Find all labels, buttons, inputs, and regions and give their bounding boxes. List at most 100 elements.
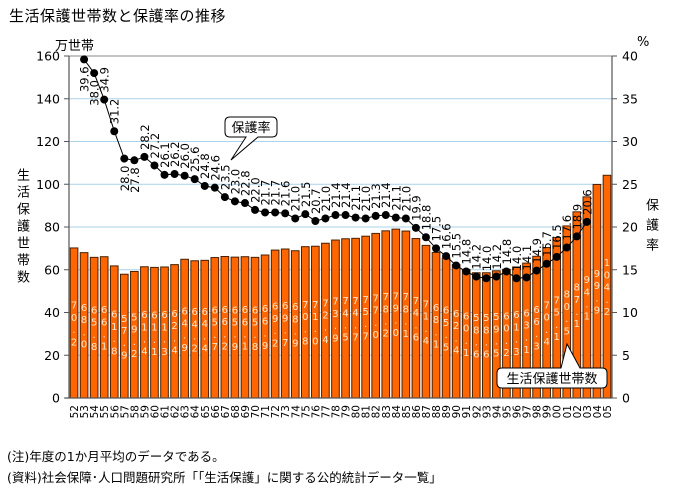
rate-value-label: 16.6 (440, 223, 454, 249)
x-axis-tick-label: 04 (592, 405, 604, 419)
rate-value-label: 24.6 (208, 155, 222, 181)
rate-marker (120, 154, 129, 163)
x-axis-tick-label: 57 (119, 405, 131, 418)
left-axis-unit: 万世帯 (55, 39, 95, 54)
x-axis-tick-label: 53 (79, 405, 91, 418)
right-axis-title: 保護率 (643, 198, 658, 258)
rate-value-label: 14.8 (500, 239, 514, 265)
rate-value-label: 28.0 (118, 166, 132, 192)
rate-value-label: 28.2 (138, 124, 152, 150)
rate-value-label: 21.5 (299, 182, 313, 208)
rate-value-label: 24.8 (198, 153, 212, 179)
x-axis-tick-label: 66 (210, 405, 222, 419)
x-axis-tick-label: 05 (602, 405, 614, 418)
rate-value-label: 14.2 (490, 244, 504, 270)
rate-marker (281, 209, 290, 218)
footnote-note: (注)年度の1か月平均のデータである。 (7, 449, 225, 464)
x-axis-tick-label: 80 (351, 405, 363, 418)
rate-marker (170, 169, 179, 178)
rate-marker (492, 272, 501, 281)
rate-marker (301, 210, 310, 219)
x-axis-tick-label: 52 (69, 405, 81, 418)
rate-value-label: 15.7 (540, 231, 554, 257)
bar-series-households (69, 174, 612, 399)
x-axis-tick-label: 76 (310, 405, 322, 419)
rate-value-label: 21.0 (289, 186, 303, 212)
rate-marker (522, 273, 531, 282)
rate-value-label: 26.2 (168, 141, 182, 167)
right-axis-unit: % (637, 35, 650, 50)
rate-value-label: 31.2 (108, 99, 122, 125)
x-axis-tick-label: 99 (542, 405, 554, 418)
rate-marker (371, 211, 380, 220)
rate-marker (331, 211, 340, 220)
rate-value-label: 21.0 (359, 186, 373, 212)
callout-households-text: 生活保護世帯数 (506, 371, 597, 387)
x-axis-tick-label: 74 (290, 405, 302, 419)
x-axis-tick-label: 96 (511, 405, 523, 419)
rate-marker (582, 217, 591, 226)
right-axis-tick-label: 30 (622, 134, 638, 149)
rate-value-label: 14.9 (530, 238, 544, 264)
rate-marker (552, 252, 561, 261)
rate-marker (190, 175, 199, 184)
rate-marker (251, 205, 260, 214)
right-axis-tick-label: 5 (622, 348, 630, 363)
rate-value-label: 22.0 (249, 177, 263, 203)
rate-value-label: 17.5 (430, 216, 444, 242)
rate-marker (311, 217, 320, 226)
rate-marker (432, 244, 441, 253)
x-axis-tick-label: 02 (572, 405, 584, 418)
x-axis-tick-label: 01 (562, 405, 574, 418)
callout-households-bubble (496, 342, 608, 389)
rate-value-label: 23.5 (218, 164, 232, 190)
left-axis-tick-label: 20 (44, 348, 60, 363)
rate-marker (150, 161, 159, 170)
rate-marker (532, 266, 541, 275)
x-axis-tick-label: 83 (381, 405, 393, 418)
left-axis-tick-label: 140 (36, 91, 60, 106)
rate-marker (291, 214, 300, 223)
rate-value-label: 14.2 (470, 244, 484, 270)
rate-value-label: 21.4 (339, 182, 353, 208)
x-axis-tick-label: 61 (160, 405, 172, 418)
x-axis-tick-label: 62 (170, 405, 182, 418)
callout-rate-bubble (224, 116, 278, 161)
rate-marker (502, 267, 511, 276)
rate-marker (401, 214, 410, 223)
rate-marker (421, 233, 430, 242)
x-axis-tick-label: 67 (220, 405, 232, 418)
left-axis-title: 生活保護世帯数 (14, 168, 29, 287)
x-axis-tick-label: 63 (180, 405, 192, 418)
bar-value-labels: 7 0. 2 6 8. 0 6 5. 8 6 6. 1 6 1. 8 5 7. 9 5 9. 2 6 1. 4 6 1. 1 6 1. 3… (71, 258, 610, 361)
left-axis-tick-label: 60 (44, 262, 60, 277)
rate-marker (160, 170, 169, 179)
rate-marker (562, 243, 571, 252)
x-axis-tick-label: 85 (401, 405, 413, 418)
